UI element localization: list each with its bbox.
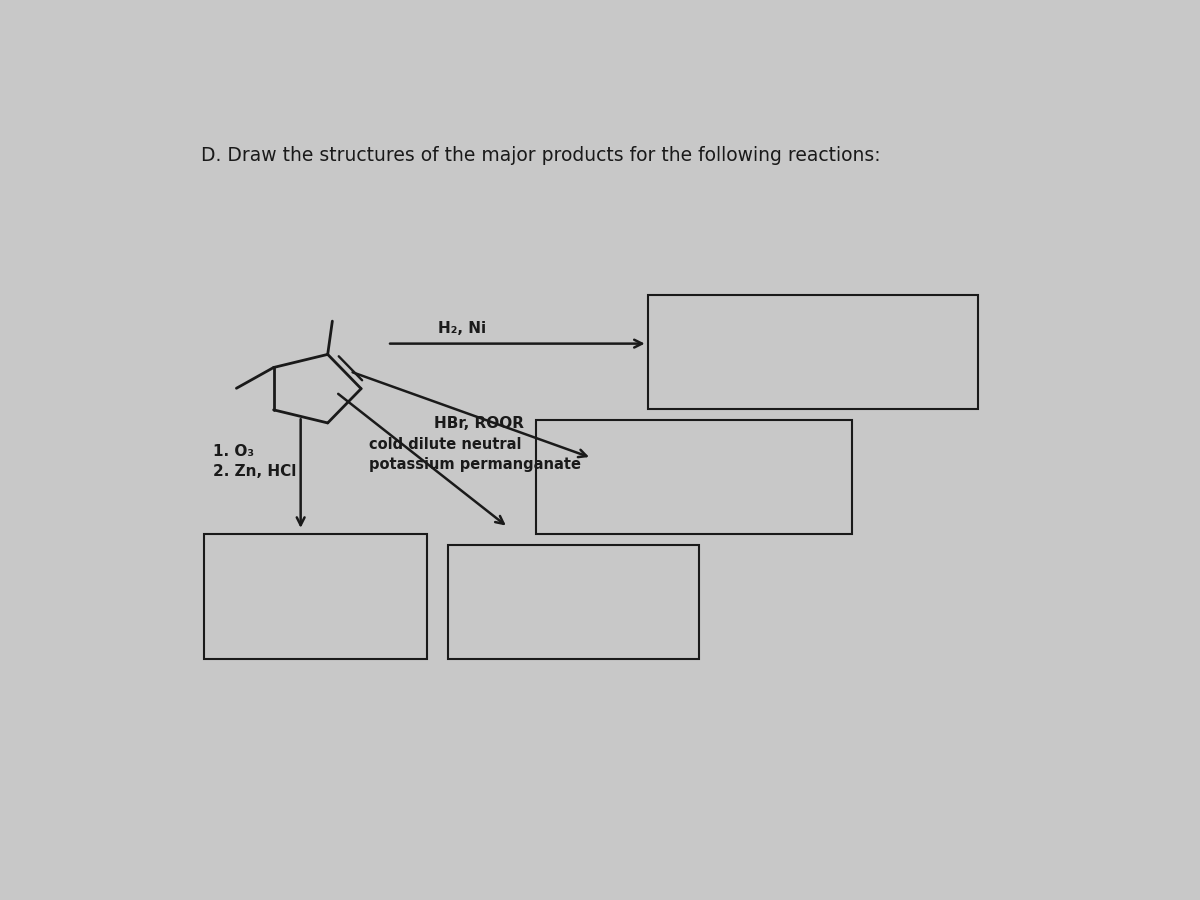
Text: 1. O₃
2. Zn, HCl: 1. O₃ 2. Zn, HCl — [214, 445, 296, 479]
Bar — [648, 295, 978, 410]
Bar — [204, 535, 427, 659]
Text: cold dilute neutral
potassium permanganate: cold dilute neutral potassium permangana… — [368, 437, 581, 472]
Text: H₂, Ni: H₂, Ni — [438, 321, 486, 336]
Text: HBr, ROOR: HBr, ROOR — [433, 416, 523, 431]
Text: D. Draw the structures of the major products for the following reactions:: D. Draw the structures of the major prod… — [202, 146, 881, 165]
Bar — [448, 544, 698, 659]
Bar — [536, 419, 852, 535]
